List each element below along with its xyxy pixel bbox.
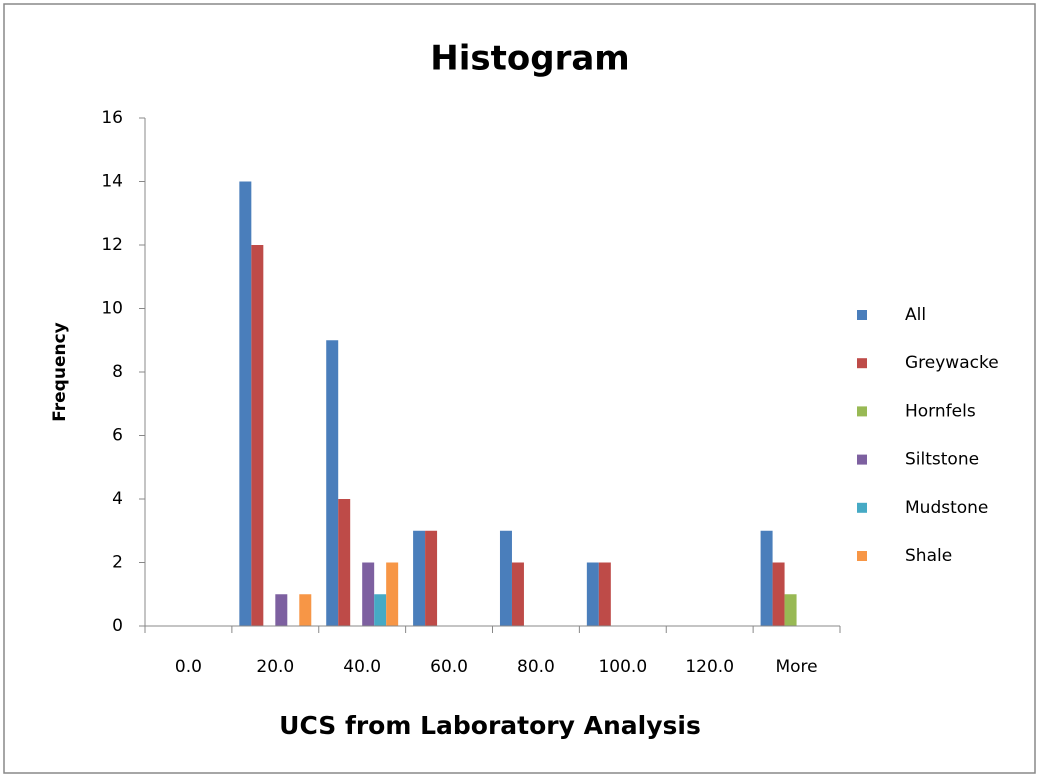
- bar: [299, 594, 312, 626]
- x-tick-label: More: [775, 657, 817, 677]
- x-tick-label: 60.0: [430, 657, 468, 677]
- legend-swatch: [857, 502, 867, 513]
- y-tick-label: 10: [101, 299, 123, 319]
- legend-label: Shale: [905, 546, 952, 566]
- x-tick-label: 120.0: [685, 657, 734, 677]
- bar: [413, 530, 426, 626]
- chart-title: Histogram: [430, 39, 629, 79]
- bar: [239, 181, 252, 626]
- y-tick-label: 2: [112, 553, 123, 573]
- bar: [772, 562, 785, 626]
- bar: [362, 562, 375, 626]
- bar: [338, 499, 351, 626]
- x-tick-label: 100.0: [598, 657, 647, 677]
- legend-swatch: [857, 454, 867, 465]
- y-tick-label: 14: [101, 172, 123, 192]
- y-tick-label: 16: [101, 108, 123, 128]
- legend-swatch: [857, 310, 867, 320]
- y-tick-label: 0: [112, 616, 123, 636]
- bar: [511, 562, 524, 626]
- bar: [499, 530, 512, 626]
- legend-swatch: [857, 551, 867, 561]
- y-tick-label: 8: [112, 362, 123, 382]
- y-tick-label: 4: [112, 489, 123, 509]
- bar: [275, 594, 288, 626]
- bar: [586, 562, 599, 626]
- bar: [598, 562, 611, 626]
- x-tick-label: 80.0: [517, 657, 555, 677]
- bar: [425, 530, 438, 626]
- legend-label: Greywacke: [905, 353, 999, 373]
- y-tick-label: 12: [101, 235, 123, 255]
- bar: [326, 340, 339, 626]
- legend-label: Mudstone: [905, 498, 988, 518]
- legend-label: All: [905, 305, 926, 325]
- bar: [784, 594, 797, 626]
- bar: [386, 562, 399, 626]
- x-tick-label: 0.0: [175, 657, 202, 677]
- legend-label: Siltstone: [905, 450, 979, 470]
- legend-swatch: [857, 406, 867, 417]
- y-axis-title: Frequency: [50, 322, 70, 422]
- x-axis-title: UCS from Laboratory Analysis: [279, 711, 701, 740]
- legend-swatch: [857, 358, 867, 369]
- x-tick-label: 20.0: [256, 657, 294, 677]
- bar: [760, 530, 773, 626]
- y-tick-label: 6: [112, 426, 123, 446]
- x-tick-label: 40.0: [343, 657, 381, 677]
- bar: [374, 594, 387, 626]
- bar: [251, 245, 264, 626]
- chart-frame: [3, 3, 1036, 774]
- legend-label: Hornfels: [905, 401, 976, 421]
